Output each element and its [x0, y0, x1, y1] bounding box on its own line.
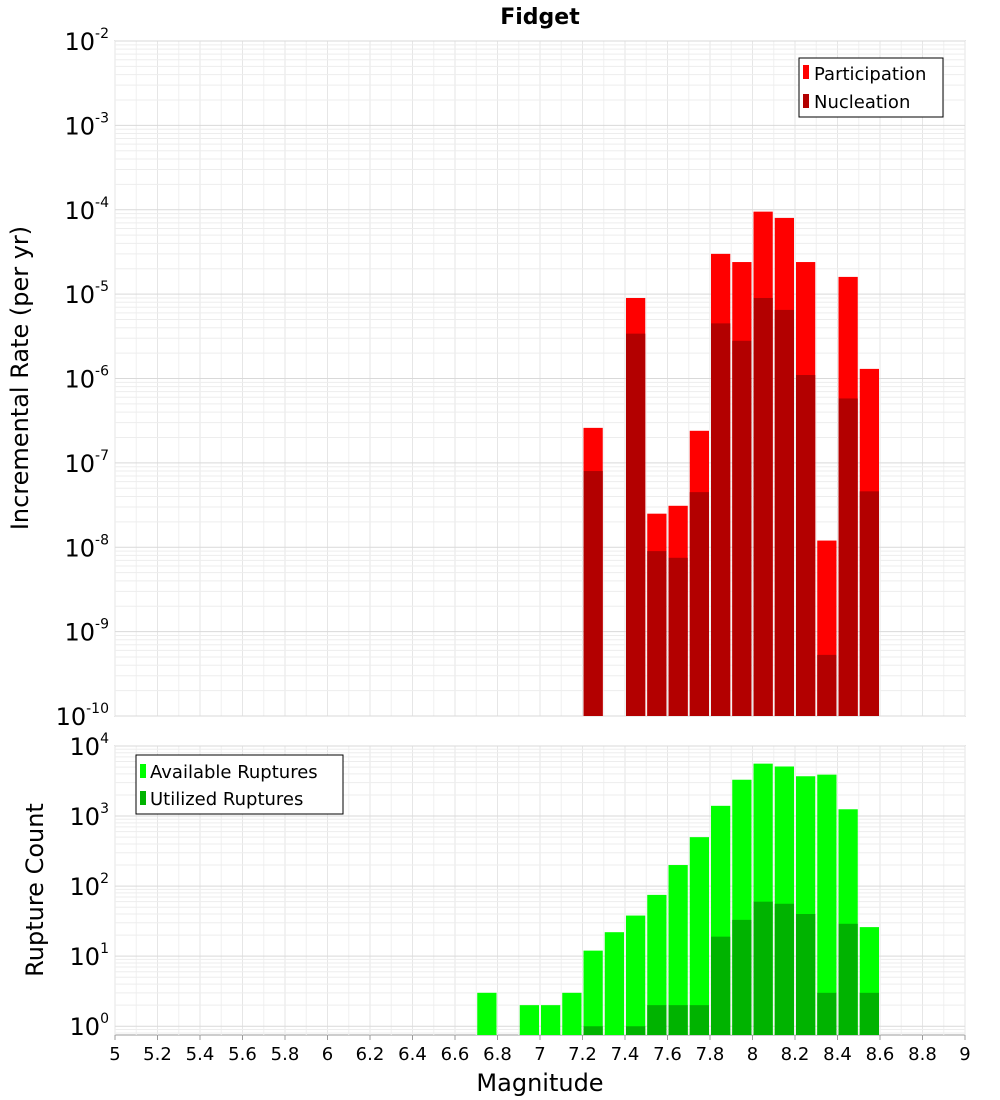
available-ruptures-bar	[519, 1005, 539, 1035]
available-ruptures-bar	[604, 932, 624, 1035]
available-ruptures-bar	[689, 837, 709, 1035]
y-tick-label: 100	[70, 1011, 109, 1041]
top-grid	[114, 40, 966, 717]
x-tick-label: 6	[322, 1044, 333, 1065]
y-tick-label: 10-5	[64, 279, 109, 309]
top-bars	[583, 211, 879, 716]
top-legend-box	[798, 57, 944, 118]
top-legend: Participation Nucleation	[798, 57, 944, 118]
x-tick-label: 5.8	[271, 1044, 300, 1065]
x-tick-label: 7	[534, 1044, 545, 1065]
participation-legend-swatch	[803, 65, 809, 79]
utilized-ruptures-bar	[753, 901, 773, 1035]
x-tick-label: 8.8	[908, 1044, 937, 1065]
nucleation-bar	[668, 557, 688, 716]
utilized-ruptures-bar	[859, 992, 879, 1035]
utilized-ruptures-bar	[732, 919, 752, 1035]
y-tick-label: 10-2	[64, 26, 109, 56]
available-ruptures-bar	[477, 992, 497, 1035]
bottom-bars	[477, 763, 879, 1035]
x-tick-label: 7.6	[653, 1044, 682, 1065]
y-tick-label: 10-6	[64, 364, 109, 394]
x-tick-label: 7.4	[611, 1044, 640, 1065]
utilized-ruptures-bar	[647, 1005, 667, 1035]
available-ruptures-bar	[583, 950, 603, 1035]
y-tick-label: 102	[70, 871, 109, 901]
top-y-axis-label: Incremental Rate (per yr)	[6, 226, 34, 530]
bottom-legend-box	[135, 754, 344, 815]
top-y-ticks: 10-10 10-9 10-8 10-7 10-6 10-5 10-4 10-3 10-2	[56, 26, 110, 731]
utilized-ruptures-bar	[689, 1005, 709, 1035]
available-ruptures-bar	[562, 992, 582, 1035]
available-ruptures-bar	[817, 774, 837, 1035]
nucleation-bar	[774, 309, 794, 716]
y-tick-label: 10-7	[64, 448, 109, 478]
y-tick-label: 103	[70, 801, 109, 831]
utilized-ruptures-bar	[626, 1026, 646, 1035]
available-ruptures-bar	[668, 865, 688, 1035]
bottom-legend: Available Ruptures Utilized Ruptures	[135, 754, 344, 815]
x-tick-label: 5.4	[186, 1044, 215, 1065]
nucleation-legend-label: Nucleation	[814, 92, 910, 113]
x-tick-label: 8	[747, 1044, 758, 1065]
x-tick-label: 6.8	[483, 1044, 512, 1065]
x-tick-label: 6.6	[441, 1044, 470, 1065]
x-tick-label: 8.4	[823, 1044, 852, 1065]
utilized-ruptures-bar	[838, 923, 858, 1035]
nucleation-bar	[689, 492, 709, 716]
rupture-count-plot: 100 101 102 103 104 5 5.2 5.4 5.6 5.8 6 6.2 6.4 6.6 6…	[70, 731, 971, 1065]
utilized-ruptures-bar	[668, 1005, 688, 1035]
available-ruptures-bar	[541, 1005, 561, 1035]
nucleation-bar	[732, 340, 752, 716]
available-ruptures-bar	[647, 894, 667, 1035]
x-ticks: 5 5.2 5.4 5.6 5.8 6 6.2 6.4 6.6 6.8 7 7.2 7.4 7.6 7.8 8…	[109, 1035, 971, 1065]
utilized-ruptures-bar	[796, 914, 816, 1035]
x-tick-label: 5.6	[228, 1044, 257, 1065]
nucleation-bar	[859, 491, 879, 716]
utilized-ruptures-legend-swatch	[140, 791, 146, 805]
y-tick-label: 10-8	[64, 532, 109, 562]
y-tick-label: 10-4	[64, 195, 109, 225]
x-tick-label: 6.4	[398, 1044, 427, 1065]
y-tick-label: 10-3	[64, 110, 109, 140]
nucleation-bar	[647, 551, 667, 716]
utilized-ruptures-bar	[817, 992, 837, 1035]
utilized-ruptures-bar	[711, 936, 731, 1035]
nucleation-legend-swatch	[803, 94, 809, 108]
x-tick-label: 7.8	[696, 1044, 725, 1065]
y-tick-label: 10-9	[64, 617, 109, 647]
x-tick-label: 6.2	[356, 1044, 385, 1065]
nucleation-bar	[626, 333, 646, 716]
available-ruptures-legend-label: Available Ruptures	[150, 762, 318, 783]
y-tick-label: 104	[70, 731, 110, 761]
utilized-ruptures-legend-label: Utilized Ruptures	[150, 789, 303, 810]
available-ruptures-legend-swatch	[140, 764, 146, 778]
utilized-ruptures-bar	[583, 1026, 603, 1035]
bottom-y-axis-label: Rupture Count	[21, 803, 49, 977]
nucleation-bar	[753, 297, 773, 716]
utilized-ruptures-bar	[774, 903, 794, 1035]
x-tick-label: 8.6	[866, 1044, 895, 1065]
y-tick-label: 10-10	[56, 701, 109, 731]
nucleation-bar	[838, 398, 858, 716]
x-tick-label: 5	[109, 1044, 120, 1065]
x-tick-label: 7.2	[568, 1044, 597, 1065]
nucleation-bar	[817, 654, 837, 716]
x-tick-label: 9	[959, 1044, 970, 1065]
y-tick-label: 101	[70, 941, 109, 971]
participation-legend-label: Participation	[814, 64, 926, 85]
available-ruptures-bar	[626, 915, 646, 1035]
chart-title: Fidget	[500, 5, 580, 30]
x-axis-label: Magnitude	[476, 1069, 603, 1097]
bottom-y-ticks: 100 101 102 103 104	[70, 731, 110, 1041]
nucleation-bar	[711, 323, 731, 716]
nucleation-bar	[583, 471, 603, 716]
participation-nucleation-plot: 10-10 10-9 10-8 10-7 10-6 10-5 10-4 10-3 10-2	[56, 26, 966, 731]
nucleation-bar	[796, 375, 816, 716]
x-tick-label: 8.2	[781, 1044, 810, 1065]
x-tick-label: 5.2	[143, 1044, 172, 1065]
